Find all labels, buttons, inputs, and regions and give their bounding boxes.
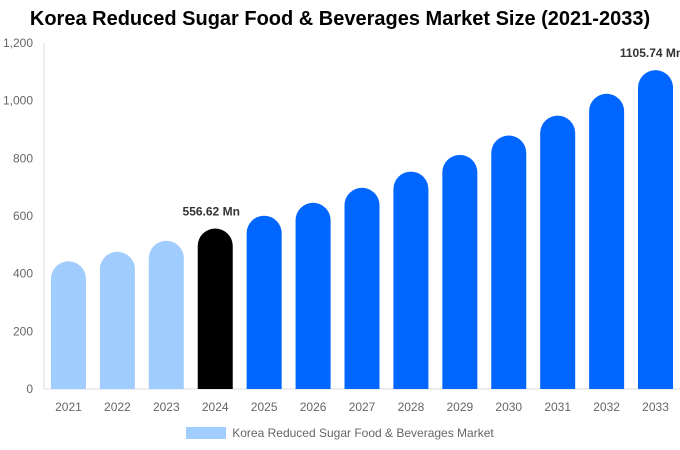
y-tick-label: 400 — [13, 267, 33, 281]
y-tick-label: 0 — [26, 382, 33, 396]
legend-label: Korea Reduced Sugar Food & Beverages Mar… — [232, 426, 494, 440]
bar-2021 — [50, 261, 86, 389]
chart-title: Korea Reduced Sugar Food & Beverages Mar… — [29, 8, 651, 30]
x-tick-label: 2023 — [153, 400, 180, 414]
bar-2032 — [589, 93, 625, 389]
x-tick-label: 2031 — [544, 400, 571, 414]
x-tick-label: 2022 — [104, 400, 131, 414]
x-tick-label: 2029 — [446, 400, 473, 414]
y-tick-label: 1,000 — [3, 94, 33, 108]
bar-2030 — [491, 135, 527, 389]
x-tick-label: 2025 — [251, 400, 278, 414]
bar-2029 — [442, 154, 478, 389]
bar-2023 — [148, 240, 184, 389]
x-tick-label: 2028 — [398, 400, 425, 414]
y-tick-label: 600 — [13, 209, 33, 223]
bar-2025 — [246, 215, 282, 389]
x-tick-label: 2032 — [593, 400, 620, 414]
y-tick-label: 1,200 — [3, 36, 33, 50]
x-tick-label: 2027 — [349, 400, 376, 414]
legend-swatch — [186, 427, 227, 439]
bar-2028 — [393, 171, 429, 389]
legend: Korea Reduced Sugar Food & Beverages Mar… — [0, 426, 680, 440]
bar-2033 — [638, 70, 674, 390]
x-tick-label: 2021 — [55, 400, 82, 414]
data-label-2033: 1105.74 Mn — [620, 46, 680, 60]
x-tick-label: 2030 — [495, 400, 522, 414]
bar-2026 — [295, 202, 331, 389]
data-label-2024: 556.62 Mn — [183, 205, 240, 219]
x-tick-label: 2026 — [300, 400, 327, 414]
x-tick-label: 2024 — [202, 400, 229, 414]
bar-2027 — [344, 187, 380, 389]
x-tick-label: 2033 — [642, 400, 669, 414]
bar-2024 — [197, 228, 233, 389]
bar-2022 — [99, 251, 135, 389]
y-tick-label: 800 — [13, 151, 33, 165]
y-tick-label: 200 — [13, 324, 33, 338]
bar-2031 — [540, 115, 576, 389]
